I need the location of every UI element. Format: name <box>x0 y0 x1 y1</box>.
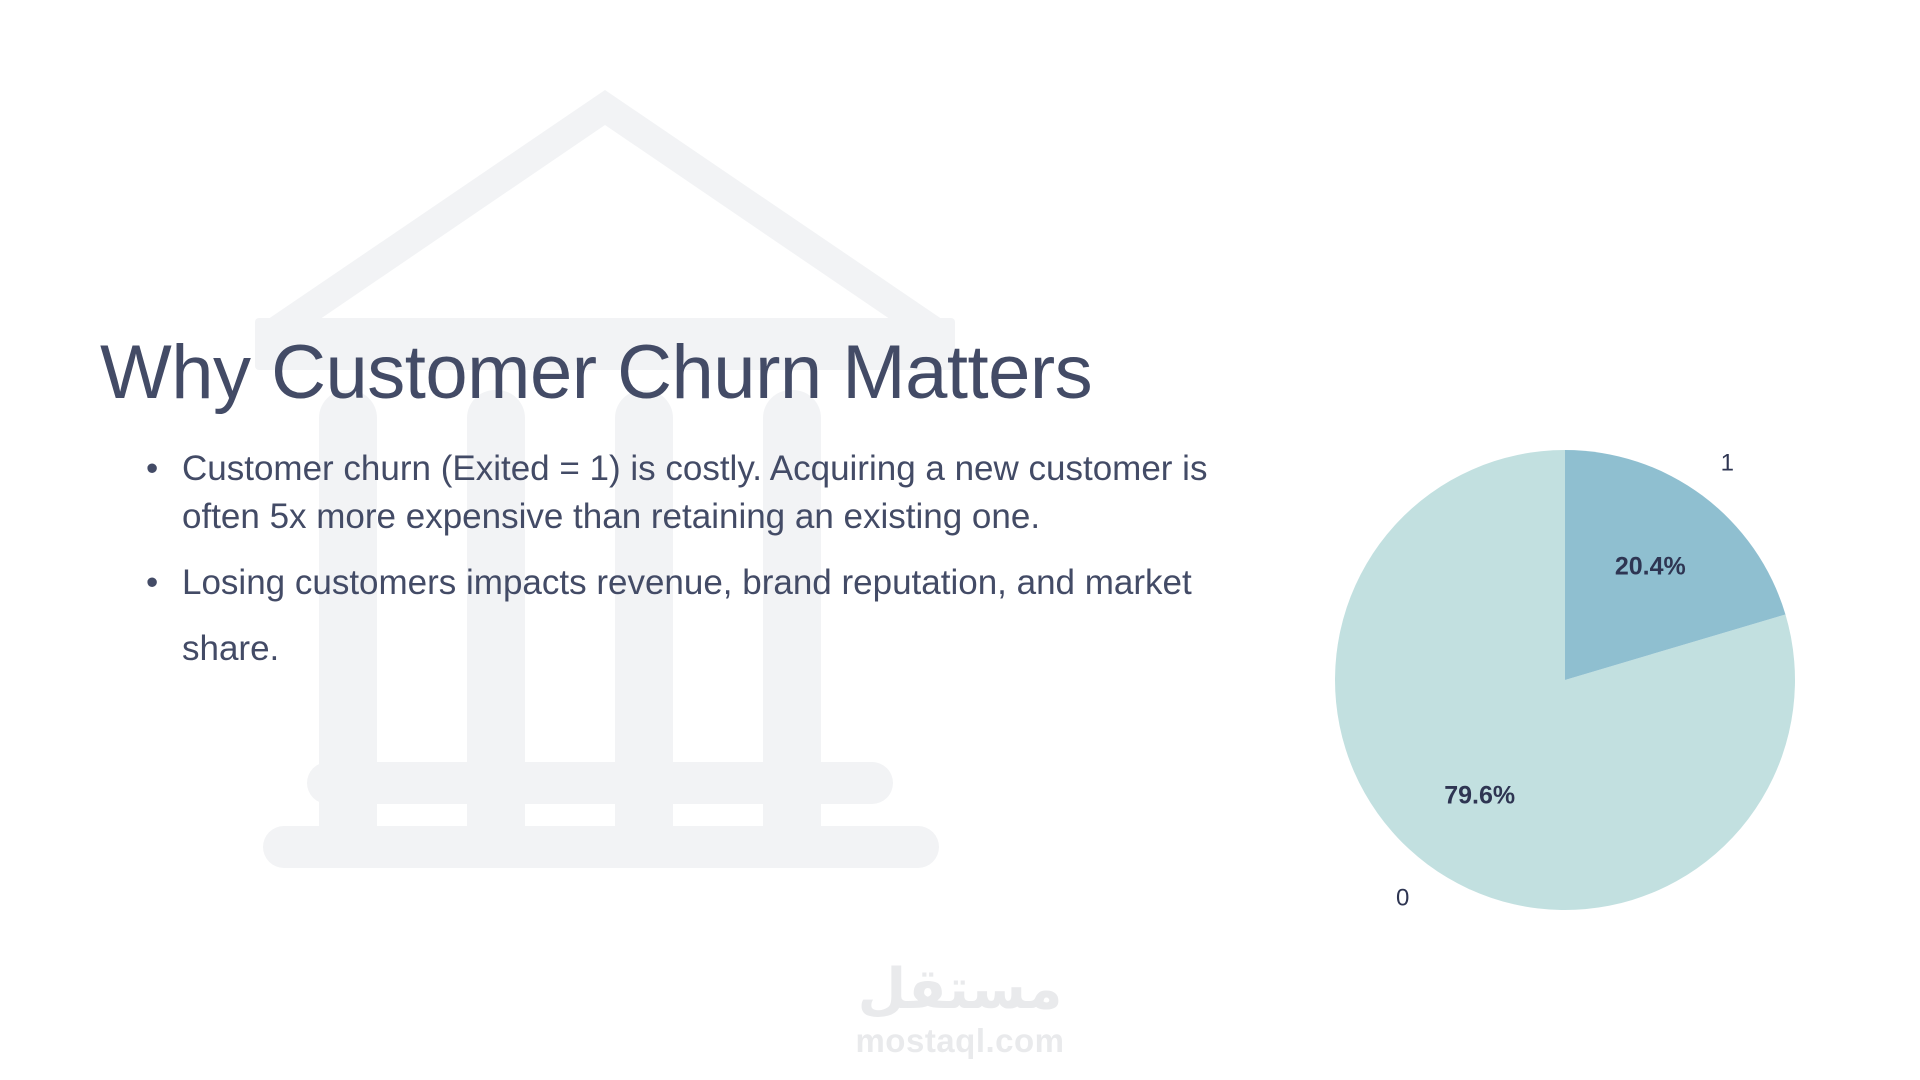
list-item-text: Customer churn (Exited = 1) is costly. A… <box>182 449 1208 536</box>
pie-percent-label-0: 79.6% <box>1444 781 1515 809</box>
page-title: Why Customer Churn Matters <box>100 329 1093 415</box>
churn-pie-chart: 20.4% 79.6% 1 0 <box>1270 445 1870 1025</box>
pie-slice-exited-1[interactable] <box>1565 450 1786 680</box>
list-item-text: Losing customers impacts revenue, brand … <box>182 563 1192 668</box>
pie-percent-label-1: 20.4% <box>1615 553 1686 581</box>
bullet-marker-icon: • <box>146 563 159 603</box>
pie-category-label-0: 0 <box>1396 885 1409 912</box>
bullet-marker-icon: • <box>146 449 159 488</box>
bullet-list: • Customer churn (Exited = 1) is costly.… <box>132 445 1212 682</box>
pie-category-label-1: 1 <box>1721 450 1734 477</box>
pie-slice-exited-0[interactable] <box>1334 450 1795 910</box>
list-item: • Losing customers impacts revenue, bran… <box>132 550 1212 682</box>
list-item: • Customer churn (Exited = 1) is costly.… <box>132 445 1212 540</box>
